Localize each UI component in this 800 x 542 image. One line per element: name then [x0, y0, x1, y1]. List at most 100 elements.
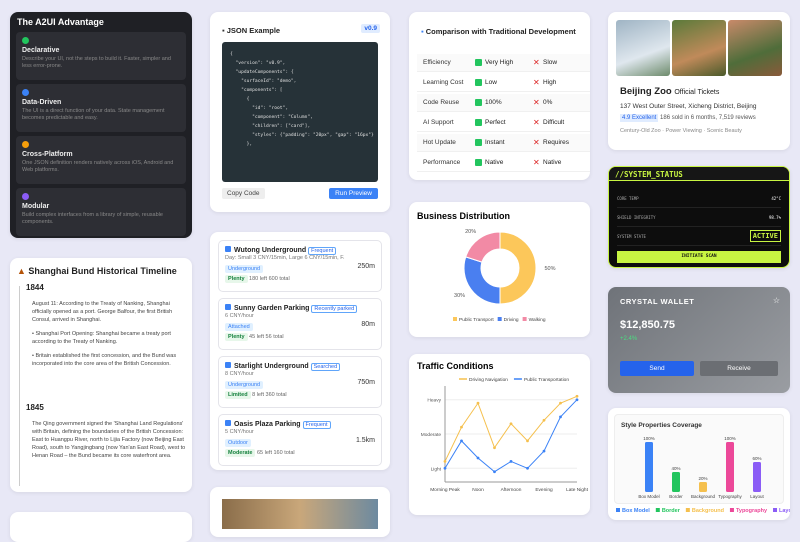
item-title: Starlight Underground Searched	[225, 362, 375, 371]
parking-type: Underground	[225, 381, 264, 389]
advantage-item: Modular Build complex interfaces from a l…	[16, 188, 186, 236]
paragraph: The Qing government signed the 'Shanghai…	[32, 421, 186, 459]
slice-label: 30%	[454, 293, 465, 299]
row-label: AI Support	[423, 119, 454, 126]
legend-swatch	[729, 508, 734, 512]
row-label: Performance	[423, 159, 461, 166]
rating: 4.9 Excellent	[620, 114, 659, 122]
item-text: Build complex interfaces from a library …	[22, 212, 163, 225]
x-icon: ✕	[533, 99, 540, 106]
legend-swatch	[773, 508, 778, 512]
legend-label: Public Transport	[459, 317, 494, 323]
card-title: The A2UI Advantage	[17, 17, 104, 27]
zoo-card: Beijing Zoo Official Tickets 137 West Ou…	[608, 12, 790, 150]
parking-tag: Searched	[310, 363, 341, 371]
parking-name: Wutong Underground	[234, 247, 307, 254]
parking-tag: Recently parked	[311, 305, 358, 313]
data-point	[443, 466, 447, 470]
cell-text: Very High	[485, 59, 514, 66]
copy-button[interactable]: Copy Code	[222, 188, 265, 199]
pie-slice	[465, 231, 501, 263]
bar	[753, 462, 761, 492]
x-tick-label: Box Model	[638, 494, 659, 499]
check-icon	[475, 159, 482, 166]
icon	[225, 362, 231, 368]
parking-item: Sunny Garden Parking Recently parked 6 CN…	[218, 298, 382, 350]
legend-label: Walking	[529, 317, 546, 323]
pie-chart: Business Distribution 50% 30% 20% Public Tra…	[417, 211, 556, 323]
data-point	[443, 460, 447, 463]
data-point	[575, 398, 579, 402]
advantage-item: Cross-Platform One JSON definition render…	[16, 136, 186, 184]
parking-detail: Day: Small 3 CNY/15min, Large 6 CNY/15mi…	[225, 255, 345, 261]
parking-detail: 8 CNY/hour	[225, 371, 254, 377]
legend-label: Layout	[779, 508, 790, 514]
parking-type: Outdoor	[225, 439, 251, 447]
legend-swatch	[453, 317, 457, 321]
star-icon[interactable]: ☆	[772, 296, 780, 305]
image	[728, 20, 782, 76]
bar	[699, 482, 707, 492]
item-title: Oasis Plaza Parking Frequent	[225, 420, 375, 429]
partial-card	[10, 512, 192, 542]
status-label: SHIELD INTEGRITY	[617, 214, 656, 220]
chart-title: Traffic Conditions	[417, 361, 494, 371]
item-title: Modular	[22, 203, 50, 210]
title-text: Comparison with Traditional Development	[425, 27, 576, 36]
subtitle: Official Tickets	[674, 89, 720, 96]
row-label: Hot Update	[423, 139, 456, 146]
receive-button[interactable]: Receive	[700, 361, 778, 376]
sold: 186 sold in 6 months, 7,519 reviews	[660, 115, 756, 121]
wallet-card: CRYSTAL WALLET ☆ $12,850.75 +2.4% Send R…	[608, 287, 790, 393]
parking-distance: 250m	[357, 263, 375, 270]
parking-item: Wutong Underground Frequent Day: Small 3 …	[218, 240, 382, 292]
item-title: Declarative	[22, 47, 60, 54]
timeline-card: ▲ Shanghai Bund Historical Timeline 1844…	[10, 258, 192, 492]
data-point	[460, 425, 463, 429]
parking-status: Limited	[225, 391, 251, 399]
parking-name: Oasis Plaza Parking	[234, 421, 301, 428]
x-tick-label: Afternoon	[501, 487, 522, 493]
status-row: CORE TEMP 42°C	[617, 189, 781, 208]
data-point	[493, 470, 496, 474]
table-row: AI Support Perfect ✕ Difficult	[417, 114, 590, 132]
parking-status: Plenty	[225, 333, 248, 341]
bar-card: Style Properties Coverage 100% Box Model 40…	[608, 408, 790, 520]
check-icon	[475, 59, 482, 66]
status-value: 42°C	[771, 195, 781, 201]
advantage-item: Data-Driven The UI is a direct function o…	[16, 84, 186, 132]
card-title: CRYSTAL WALLET	[620, 297, 695, 306]
parking-type: Underground	[225, 265, 264, 273]
row-label: Efficiency	[423, 59, 451, 66]
item-title: Wutong Underground Frequent	[225, 246, 375, 255]
paragraph: • Shanghai Port Opening: Shanghai became…	[32, 331, 171, 345]
check-icon	[475, 79, 482, 86]
data-point	[493, 446, 496, 450]
cell-text: Native	[485, 159, 504, 166]
x-tick-label: Morning Peak	[430, 487, 460, 493]
item-title: Sunny Garden Parking Recently parked	[225, 304, 375, 313]
send-button[interactable]: Send	[620, 361, 694, 376]
item-text: Describe your UI, not the steps to build…	[22, 56, 171, 69]
data-point	[509, 460, 513, 463]
data-point	[509, 422, 513, 426]
scan-button[interactable]: INITIATE SCAN	[617, 251, 781, 263]
y-tick-label: Light	[431, 466, 442, 472]
run-button[interactable]: Run Preview	[329, 188, 378, 199]
table-row: Performance Native ✕ Native	[417, 154, 590, 172]
row-label: Code Reuse	[423, 99, 460, 106]
advantage-item: Declarative Describe your UI, not the ste…	[16, 32, 186, 80]
legend-label: Border	[662, 508, 681, 514]
x-icon: ✕	[533, 59, 540, 66]
value-label: 40%	[671, 466, 680, 471]
pie-slice	[463, 256, 501, 305]
status-line: Plenty 45 left 56 total	[225, 333, 375, 341]
title-text: Shanghai Bund Historical Timeline	[28, 266, 177, 276]
paragraph: August 11: According to the Treaty of Na…	[32, 301, 173, 323]
legend-swatch	[497, 317, 502, 321]
image	[222, 499, 378, 529]
legend-swatch	[685, 508, 690, 512]
image	[616, 20, 670, 76]
slice-label: 50%	[544, 266, 555, 272]
icon	[225, 246, 231, 252]
